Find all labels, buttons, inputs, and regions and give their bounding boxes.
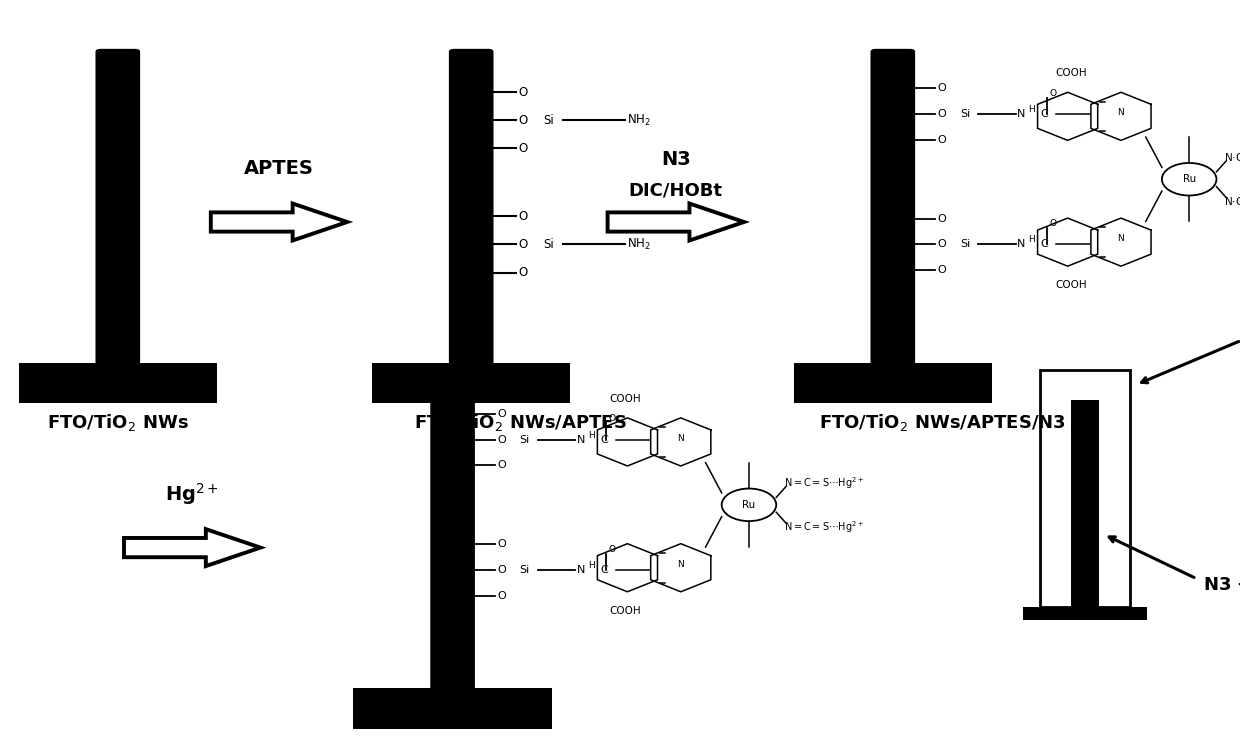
- Text: O: O: [937, 214, 946, 223]
- Text: Ru: Ru: [1183, 174, 1195, 184]
- Text: Hg$^{2+}$: Hg$^{2+}$: [165, 481, 219, 508]
- Text: Si: Si: [520, 434, 529, 445]
- Text: N$\cdot$C$=$S: N$\cdot$C$=$S: [1224, 151, 1240, 163]
- Text: O: O: [518, 266, 527, 279]
- Text: Si: Si: [543, 114, 554, 127]
- Text: Si: Si: [960, 109, 970, 119]
- Text: O: O: [937, 83, 946, 93]
- Text: O: O: [497, 565, 506, 575]
- Text: N: N: [677, 559, 684, 568]
- Text: DIC/HOBt: DIC/HOBt: [629, 182, 723, 200]
- Circle shape: [1162, 163, 1216, 195]
- Text: H: H: [1028, 105, 1034, 114]
- Text: COOH: COOH: [1055, 68, 1087, 78]
- Bar: [372, 363, 570, 403]
- Text: APTES: APTES: [244, 159, 314, 178]
- Text: Si: Si: [960, 240, 970, 249]
- Text: Ru: Ru: [743, 500, 755, 510]
- Text: O: O: [497, 408, 506, 419]
- Text: N: N: [1017, 240, 1025, 249]
- Bar: [1071, 400, 1099, 607]
- Text: O: O: [518, 114, 527, 127]
- Text: N: N: [577, 565, 585, 575]
- Text: H: H: [588, 561, 594, 570]
- Text: O: O: [609, 545, 616, 554]
- Text: COOH: COOH: [609, 394, 641, 404]
- Text: O: O: [518, 142, 527, 155]
- Text: NH$_2$: NH$_2$: [627, 237, 651, 252]
- Text: O: O: [937, 135, 946, 145]
- Text: O: O: [1049, 219, 1056, 228]
- Text: COOH: COOH: [609, 606, 641, 616]
- Polygon shape: [124, 529, 260, 566]
- Text: O: O: [518, 86, 527, 98]
- Text: O: O: [497, 434, 506, 445]
- Text: C: C: [600, 434, 608, 445]
- Text: C: C: [1040, 240, 1048, 249]
- Circle shape: [722, 488, 776, 521]
- Text: N$\cdot$C$=$S: N$\cdot$C$=$S: [1224, 195, 1240, 207]
- Text: O: O: [497, 591, 506, 601]
- Bar: [353, 688, 552, 729]
- Text: C: C: [1040, 109, 1048, 119]
- Bar: [794, 363, 992, 403]
- Text: N$=$C$=$S$\cdots$Hg$^{2+}$: N$=$C$=$S$\cdots$Hg$^{2+}$: [784, 475, 864, 491]
- Text: N3 +Hg$^{2+}$: N3 +Hg$^{2+}$: [1203, 573, 1240, 596]
- Text: N: N: [677, 434, 684, 443]
- Text: O: O: [1049, 89, 1056, 98]
- Text: O: O: [518, 210, 527, 223]
- FancyBboxPatch shape: [449, 49, 494, 366]
- Text: N: N: [1117, 234, 1125, 243]
- Text: O: O: [609, 414, 616, 423]
- Bar: [19, 363, 217, 403]
- Text: O: O: [937, 240, 946, 249]
- Text: N: N: [577, 434, 585, 445]
- Text: N: N: [1017, 109, 1025, 119]
- FancyBboxPatch shape: [430, 374, 475, 691]
- Text: NH$_2$: NH$_2$: [627, 112, 651, 128]
- Text: N3: N3: [661, 149, 691, 169]
- Text: Si: Si: [520, 565, 529, 575]
- Text: N: N: [1117, 108, 1125, 117]
- Text: H: H: [588, 431, 594, 440]
- FancyBboxPatch shape: [95, 49, 140, 366]
- Text: O: O: [497, 539, 506, 549]
- Text: O: O: [497, 460, 506, 471]
- FancyBboxPatch shape: [870, 49, 915, 366]
- Text: C: C: [600, 565, 608, 575]
- Polygon shape: [211, 204, 347, 241]
- Text: COOH: COOH: [1055, 280, 1087, 290]
- Text: O: O: [937, 109, 946, 119]
- Text: FTO/TiO$_2$ NWs/APTES: FTO/TiO$_2$ NWs/APTES: [414, 412, 627, 433]
- Text: FTO/TiO$_2$ NWs/APTES/N3: FTO/TiO$_2$ NWs/APTES/N3: [818, 412, 1066, 433]
- Text: FTO/TiO$_2$ NWs: FTO/TiO$_2$ NWs: [47, 412, 188, 433]
- Text: O: O: [937, 266, 946, 275]
- Text: Si: Si: [543, 238, 554, 251]
- Text: N$=$C$=$S$\cdots$Hg$^{2+}$: N$=$C$=$S$\cdots$Hg$^{2+}$: [784, 519, 864, 535]
- Bar: [1023, 607, 1147, 620]
- Polygon shape: [608, 204, 744, 241]
- Text: O: O: [518, 238, 527, 251]
- Bar: [1040, 370, 1130, 607]
- Text: H: H: [1028, 235, 1034, 244]
